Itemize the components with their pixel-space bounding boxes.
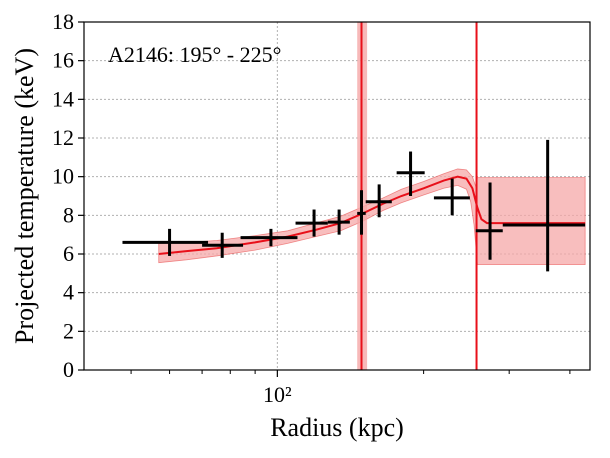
y-tick-label: 12 [52, 125, 74, 150]
model-line [158, 175, 586, 255]
x-tick-label: 10² [263, 382, 292, 407]
data-point [295, 209, 328, 237]
annotation-label: A2146: 195° - 225° [108, 42, 281, 67]
y-tick-label: 16 [52, 48, 74, 73]
y-axis-label: Projected temperature (keV) [10, 48, 39, 344]
data-point [365, 184, 392, 218]
data-point [396, 151, 425, 196]
y-tick-label: 10 [52, 164, 74, 189]
data-point [122, 228, 209, 256]
data-point [502, 139, 586, 272]
data-point [357, 190, 366, 235]
plot-frame [83, 21, 591, 371]
ticks: 0 2 4 6 8 10 12 14 16 18 10² [52, 9, 571, 407]
data-point [475, 182, 503, 260]
y-tick-label: 0 [63, 357, 74, 382]
y-tick-label: 4 [63, 280, 74, 305]
y-tick-label: 6 [63, 241, 74, 266]
data-point [433, 178, 470, 216]
data-point [327, 209, 350, 235]
data-points [122, 139, 586, 272]
y-tick-label: 14 [52, 86, 74, 111]
y-tick-label: 8 [63, 202, 74, 227]
data-point [240, 228, 298, 247]
model-line-group [158, 175, 586, 255]
y-tick-label: 2 [63, 318, 74, 343]
data-point [202, 232, 244, 258]
x-axis-label: Radius (kpc) [270, 413, 404, 442]
y-tick-label: 18 [52, 9, 74, 34]
